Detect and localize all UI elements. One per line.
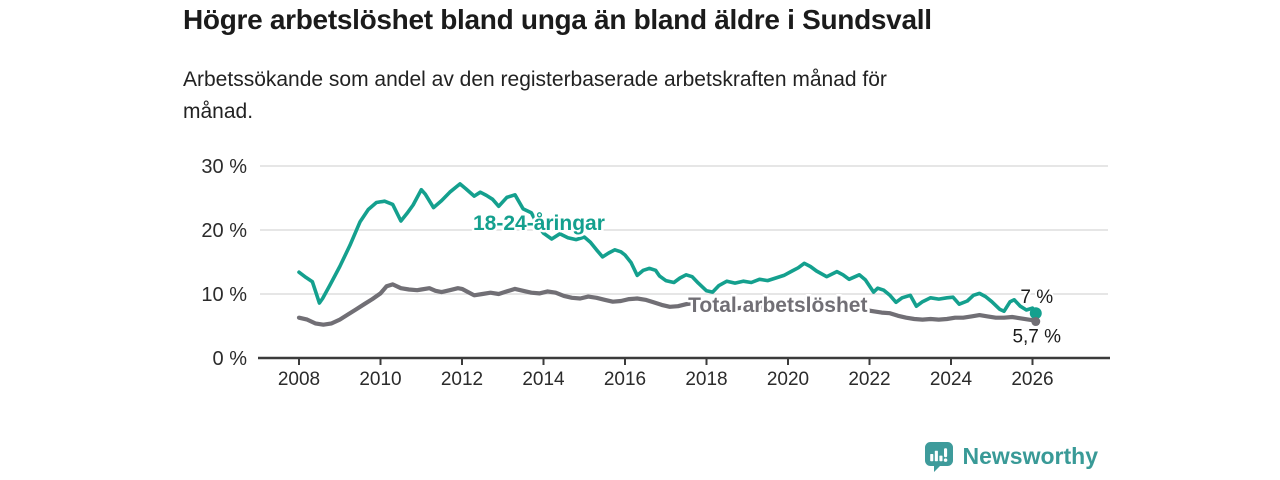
brand-footer: Newsworthy — [924, 440, 1098, 472]
x-tick-label: 2022 — [848, 369, 890, 390]
end-value-label-total: 5,7 % — [1012, 327, 1061, 348]
newsworthy-logo-icon — [924, 440, 954, 472]
series-line-youth — [297, 182, 1038, 315]
y-tick-label: 30 % — [201, 156, 247, 178]
x-tick-label: 2026 — [1011, 369, 1053, 390]
y-tick-label: 10 % — [201, 284, 247, 306]
x-tick-label: 2014 — [522, 369, 565, 390]
line-chart-svg: 0 % 10 % 20 % 30 % 2008 2010 2012 2014 2016 2018 2… — [201, 156, 1110, 390]
unemployment-line-chart: 0 % 10 % 20 % 30 % 2008 2010 2012 2014 2016 2018 2… — [180, 150, 1160, 410]
series-label-total: Total arbetslöshet — [688, 294, 867, 317]
x-tick-label: 2016 — [604, 369, 646, 390]
x-tick-label: 2024 — [930, 369, 973, 390]
x-tick-label: 2008 — [278, 369, 320, 390]
series-end-dot-youth — [1029, 307, 1042, 320]
y-tick-label: 0 % — [213, 348, 248, 370]
y-tick-label: 20 % — [201, 220, 247, 242]
x-tick-label: 2018 — [685, 369, 727, 390]
chart-subtitle: Arbetssökande som andel av den registerb… — [183, 68, 887, 123]
series-end-dot-total — [1031, 317, 1041, 327]
chart-title: Högre arbetslöshet bland unga än bland ä… — [183, 4, 932, 35]
end-value-label-youth: 7 % — [1020, 287, 1053, 308]
series-label-youth: 18-24-åringar — [473, 212, 605, 235]
x-tick-label: 2012 — [441, 369, 483, 390]
x-tick-label: 2020 — [767, 369, 809, 390]
brand-name: Newsworthy — [962, 442, 1098, 469]
series-line-total — [296, 282, 1038, 327]
x-tick-label: 2010 — [359, 369, 401, 390]
